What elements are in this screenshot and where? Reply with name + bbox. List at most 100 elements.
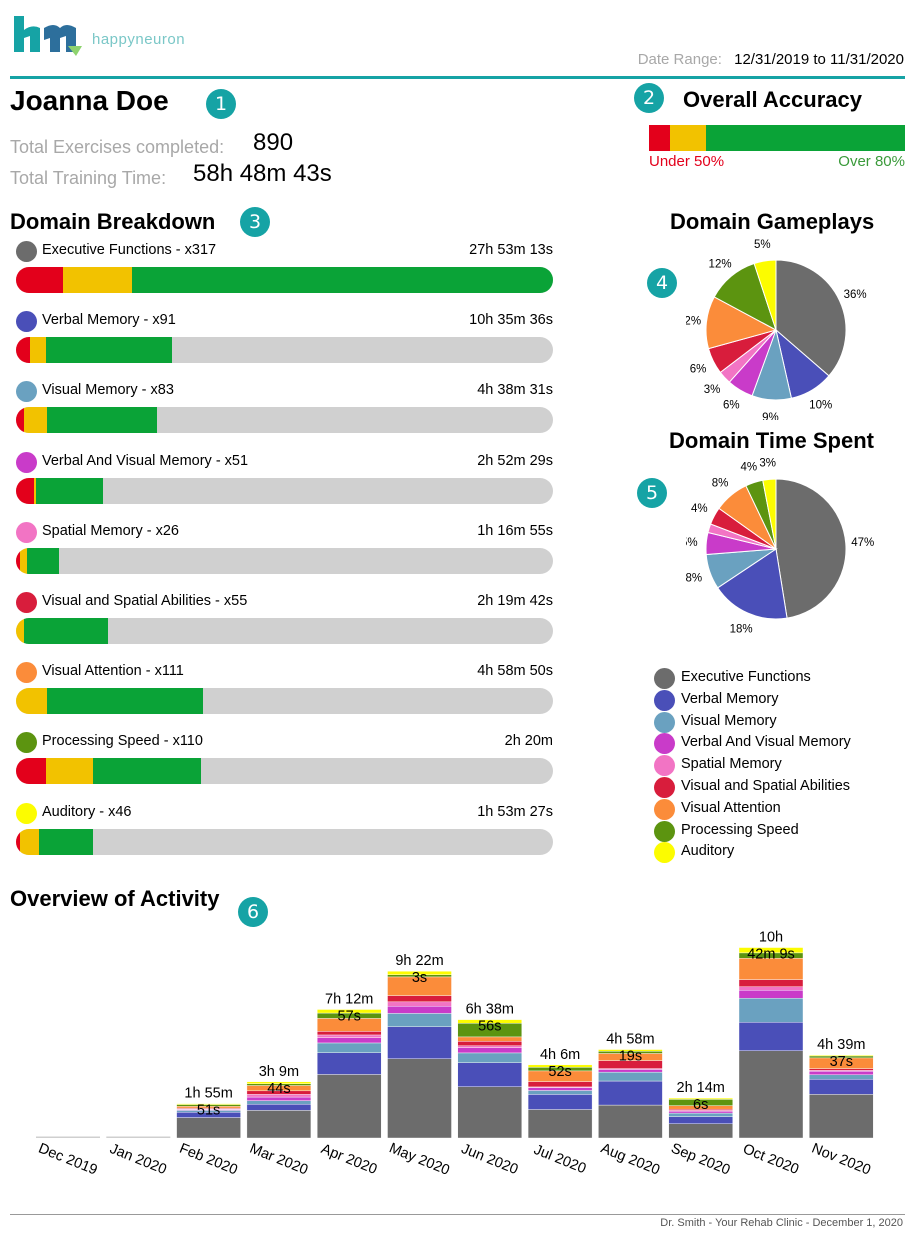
bar-segment-auditory [668, 1097, 733, 1100]
bar-total-seconds-label: 3s [412, 970, 427, 986]
spatial-memory-time: 1h 16m 55s [477, 522, 553, 539]
bar-segment-executive-functions [668, 1123, 733, 1139]
x-tick-label: Jul 2020 [531, 1142, 588, 1177]
bar-segment-verbal-and-visual-memory [387, 1006, 452, 1014]
bar-total-label: 6h 38m [466, 1002, 514, 1018]
bar-segment-visual-and-spatial-abilities [387, 995, 452, 1003]
pie-label: 47% [851, 537, 874, 549]
bar-segment-executive-functions [246, 1110, 312, 1139]
bar-segment-visual-memory [246, 1100, 312, 1105]
legend-dot [654, 777, 675, 798]
date-range: Date Range: 12/31/2019 to 11/31/2020 [638, 51, 904, 68]
visual-attention-time: 4h 58m 50s [477, 663, 553, 680]
bar-segment-visual-memory [527, 1090, 593, 1095]
legend-dot [654, 668, 675, 689]
x-tick-label: Feb 2020 [177, 1141, 240, 1179]
logo-mark [14, 16, 82, 56]
bar-segment-visual-and-spatial-abilities [317, 1031, 382, 1036]
bar-total-label: 4h 58m [606, 1032, 654, 1048]
legend-dot [654, 842, 675, 864]
visual-and-spatial-abilities-label: Visual and Spatial Abilities - x55 [42, 593, 248, 609]
visual-and-spatial-abilities-dot [16, 592, 37, 613]
executive-functions-green-segment [131, 267, 553, 293]
x-tick-label: May 2020 [387, 1140, 452, 1179]
verbal-and-visual-memory-label: Verbal And Visual Memory - x51 [42, 452, 249, 469]
bar-total-seconds-label: 42m 9s [747, 947, 795, 963]
badge-5: 5 [637, 478, 667, 508]
exercises-label: Total Exercises completed: [10, 137, 225, 157]
footer-text: Dr. Smith - Your Rehab Clinic - December… [660, 1217, 903, 1229]
spatial-memory-dot [16, 521, 37, 543]
bar-segment-auditory [527, 1064, 593, 1068]
visual-memory-label: Visual Memory - x83 [42, 382, 174, 399]
bar-segment-executive-functions [738, 1050, 804, 1139]
bar-segment-visual-memory [317, 1042, 382, 1053]
bar-segment-spatial-memory [457, 1045, 522, 1048]
x-tick-label: Dec 2019 [36, 1141, 100, 1179]
accuracy-under-segment [649, 125, 670, 151]
legend-label: Visual Attention [681, 799, 781, 816]
visual-memory-red-segment [16, 407, 25, 434]
legend-label: Verbal And Visual Memory [681, 734, 851, 751]
bar-segment-verbal-and-visual-memory [527, 1087, 593, 1091]
bar-segment-verbal-and-visual-memory [738, 990, 804, 999]
bar-segment-auditory [598, 1049, 663, 1052]
footer-divider [10, 1214, 905, 1215]
verbal-and-visual-memory-green-segment [36, 477, 103, 504]
bar-segment-executive-functions [176, 1117, 241, 1139]
bar-total-seconds-label: 51s [197, 1103, 220, 1119]
happyneuron-logo: happyneuron [10, 10, 210, 60]
legend-dot [654, 798, 675, 820]
spatial-memory-accuracy-bar [16, 547, 553, 574]
visual-and-spatial-abilities-time: 2h 19m 42s [477, 593, 553, 609]
bar-segment-visual-memory [809, 1074, 874, 1080]
auditory-label: Auditory - x46 [42, 803, 132, 820]
header-divider [10, 76, 905, 79]
bar-total-seconds-label: 6s [693, 1097, 708, 1113]
bar-segment-visual-memory [598, 1071, 663, 1082]
pie-label: 6% [690, 364, 707, 376]
visual-memory-time: 4h 38m 31s [477, 382, 553, 399]
bar-segment-executive-functions [457, 1086, 522, 1139]
auditory-dot [16, 802, 37, 824]
x-tick-label: Mar 2020 [247, 1141, 310, 1179]
bar-total-label: 9h 22m [395, 953, 443, 969]
bar-segment-executive-functions [527, 1109, 593, 1139]
auditory-red-segment [16, 828, 21, 855]
verbal-and-visual-memory-time: 2h 52m 29s [477, 452, 553, 469]
x-tick-label: Jan 2020 [107, 1141, 168, 1178]
processing-speed-red-segment [16, 758, 47, 785]
executive-functions-label: Executive Functions - x317 [42, 242, 217, 258]
verbal-memory-accuracy-bar [16, 337, 553, 364]
pie-label: 3% [704, 384, 721, 396]
auditory-accuracy-bar [16, 828, 553, 855]
processing-speed-time: 2h 20m [504, 733, 553, 750]
training-value: 58h 48m 43s [193, 160, 332, 187]
legend-label: Processing Speed [681, 821, 799, 838]
pie-label: 18% [730, 624, 753, 636]
x-tick-label: Jun 2020 [459, 1141, 520, 1178]
bar-segment-visual-memory [668, 1112, 733, 1117]
bar-segment-verbal-memory [387, 1026, 452, 1059]
pie-slice-executive-functions [775, 478, 847, 619]
visual-attention-label: Visual Attention - x111 [42, 663, 184, 680]
empty-bar-marker [106, 1136, 171, 1138]
visual-attention-yellow-segment [16, 688, 47, 715]
auditory-yellow-segment [20, 828, 40, 855]
x-tick-label: Sep 2020 [669, 1141, 733, 1179]
bar-total-seconds-label: 57s [338, 1008, 361, 1024]
bar-segment-executive-functions [809, 1094, 874, 1139]
processing-speed-accuracy-bar [16, 758, 553, 785]
badge-2: 2 [634, 83, 664, 113]
pie-label: 12% [686, 315, 701, 327]
legend-label: Executive Functions [681, 669, 811, 685]
pie-slice-verbal-memory [717, 548, 788, 620]
bar-total-seconds-label: 19s [619, 1049, 642, 1065]
domain-breakdown-title: Domain Breakdown [10, 209, 216, 234]
x-tick-label: Nov 2020 [809, 1141, 873, 1179]
legend-label: Visual and Spatial Abilities [681, 778, 851, 794]
